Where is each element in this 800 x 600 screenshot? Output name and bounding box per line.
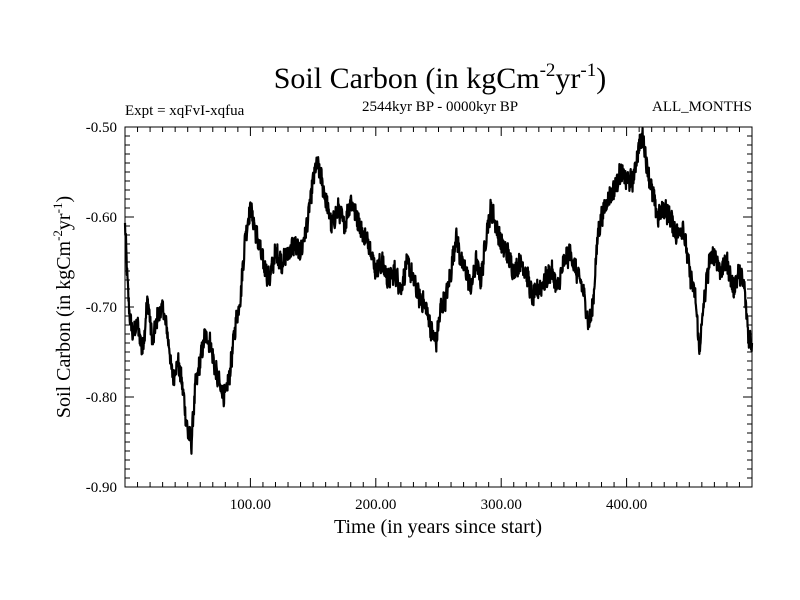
y-tick-label: -0.50 xyxy=(86,120,117,136)
y-tick-label: -0.70 xyxy=(86,300,117,316)
x-tick-label: 300.00 xyxy=(481,497,522,513)
y-axis-label: Soil Carbon (in kgCm-2yr-1) xyxy=(50,196,75,418)
y-tick-label: -0.90 xyxy=(86,480,117,496)
experiment-label: Expt = xqFvI-xqfua xyxy=(125,103,245,119)
x-tick-label: 200.00 xyxy=(355,497,396,513)
y-axis-ticks: -0.90 -0.80 -0.70 -0.60 -0.50 xyxy=(86,120,117,496)
series-line-soil-carbon xyxy=(123,127,754,455)
y-tick-label: -0.60 xyxy=(86,210,117,226)
x-tick-label: 400.00 xyxy=(606,497,647,513)
time-range-label: 2544kyr BP - 0000kyr BP xyxy=(362,99,518,115)
plot-frame xyxy=(124,126,753,488)
chart-title: Soil Carbon (in kgCm-2yr-1) xyxy=(274,60,607,95)
x-axis-label: Time (in years since start) xyxy=(334,516,542,538)
x-tick-label: 100.00 xyxy=(230,497,271,513)
y-tick-label: -0.80 xyxy=(86,390,117,406)
x-axis-ticks: 100.00 200.00 300.00 400.00 xyxy=(230,497,647,513)
months-label: ALL_MONTHS xyxy=(652,99,752,115)
minor-ticks xyxy=(125,127,752,487)
